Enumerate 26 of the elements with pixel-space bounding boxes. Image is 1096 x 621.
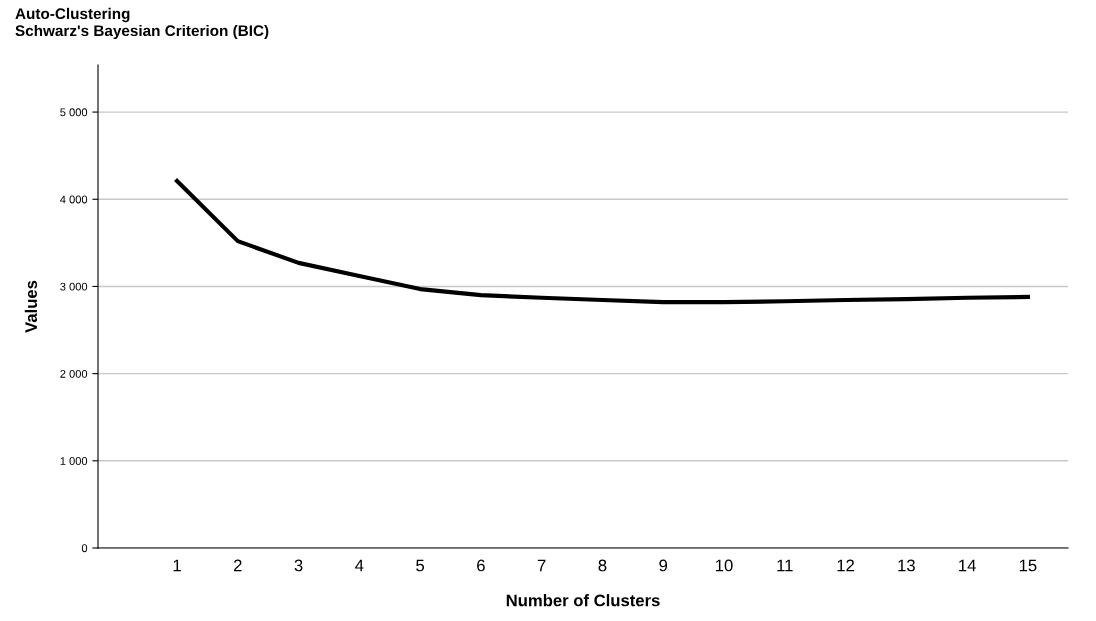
- x-tick-label: 7: [537, 559, 546, 572]
- x-tick-label: 5: [416, 559, 425, 572]
- x-tick-label: 13: [898, 559, 915, 572]
- y-axis-title: Values: [24, 280, 38, 333]
- x-tick-label: 9: [659, 559, 668, 572]
- x-tick-label: 2: [233, 559, 242, 572]
- line-series: [174, 178, 1030, 305]
- x-tick-label: 14: [959, 559, 976, 572]
- x-tick-label: 1: [173, 559, 181, 572]
- y-tick-label: 0: [81, 544, 88, 553]
- x-tick-label: 6: [477, 559, 485, 572]
- y-tick-label: 5 000: [60, 108, 88, 117]
- x-tick-label: 12: [837, 559, 854, 572]
- x-tick-label: 11: [777, 559, 793, 572]
- chart-subtitle: Schwarz's Bayesian Criterion (BIC): [15, 24, 269, 40]
- y-tick-label: 2 000: [60, 369, 88, 378]
- y-tick-label: 3 000: [60, 282, 88, 291]
- x-tick-label: 4: [355, 559, 364, 572]
- chart-title: Auto-Clustering: [15, 7, 130, 23]
- x-tick-label: 3: [294, 559, 303, 572]
- y-tick-label: 1 000: [60, 457, 88, 465]
- y-tick-label: 4 000: [60, 195, 88, 204]
- x-tick-label: 15: [1019, 559, 1037, 572]
- x-tick-label: 8: [598, 559, 607, 572]
- x-axis-title: Number of Clusters: [506, 594, 660, 607]
- x-tick-label: 10: [716, 559, 733, 572]
